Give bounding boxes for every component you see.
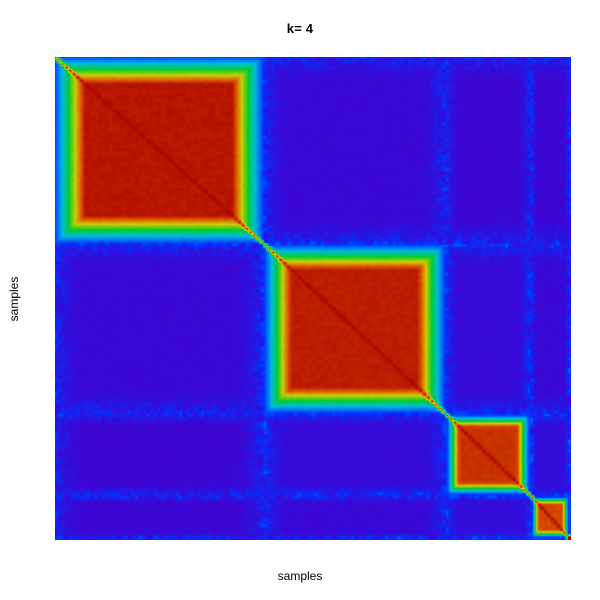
consensus-heatmap xyxy=(55,57,571,540)
y-axis-label: samples xyxy=(7,276,21,322)
heatmap-plot-area xyxy=(55,57,571,540)
x-axis-label: samples xyxy=(277,569,323,583)
page-title: k= 4 xyxy=(286,21,314,36)
